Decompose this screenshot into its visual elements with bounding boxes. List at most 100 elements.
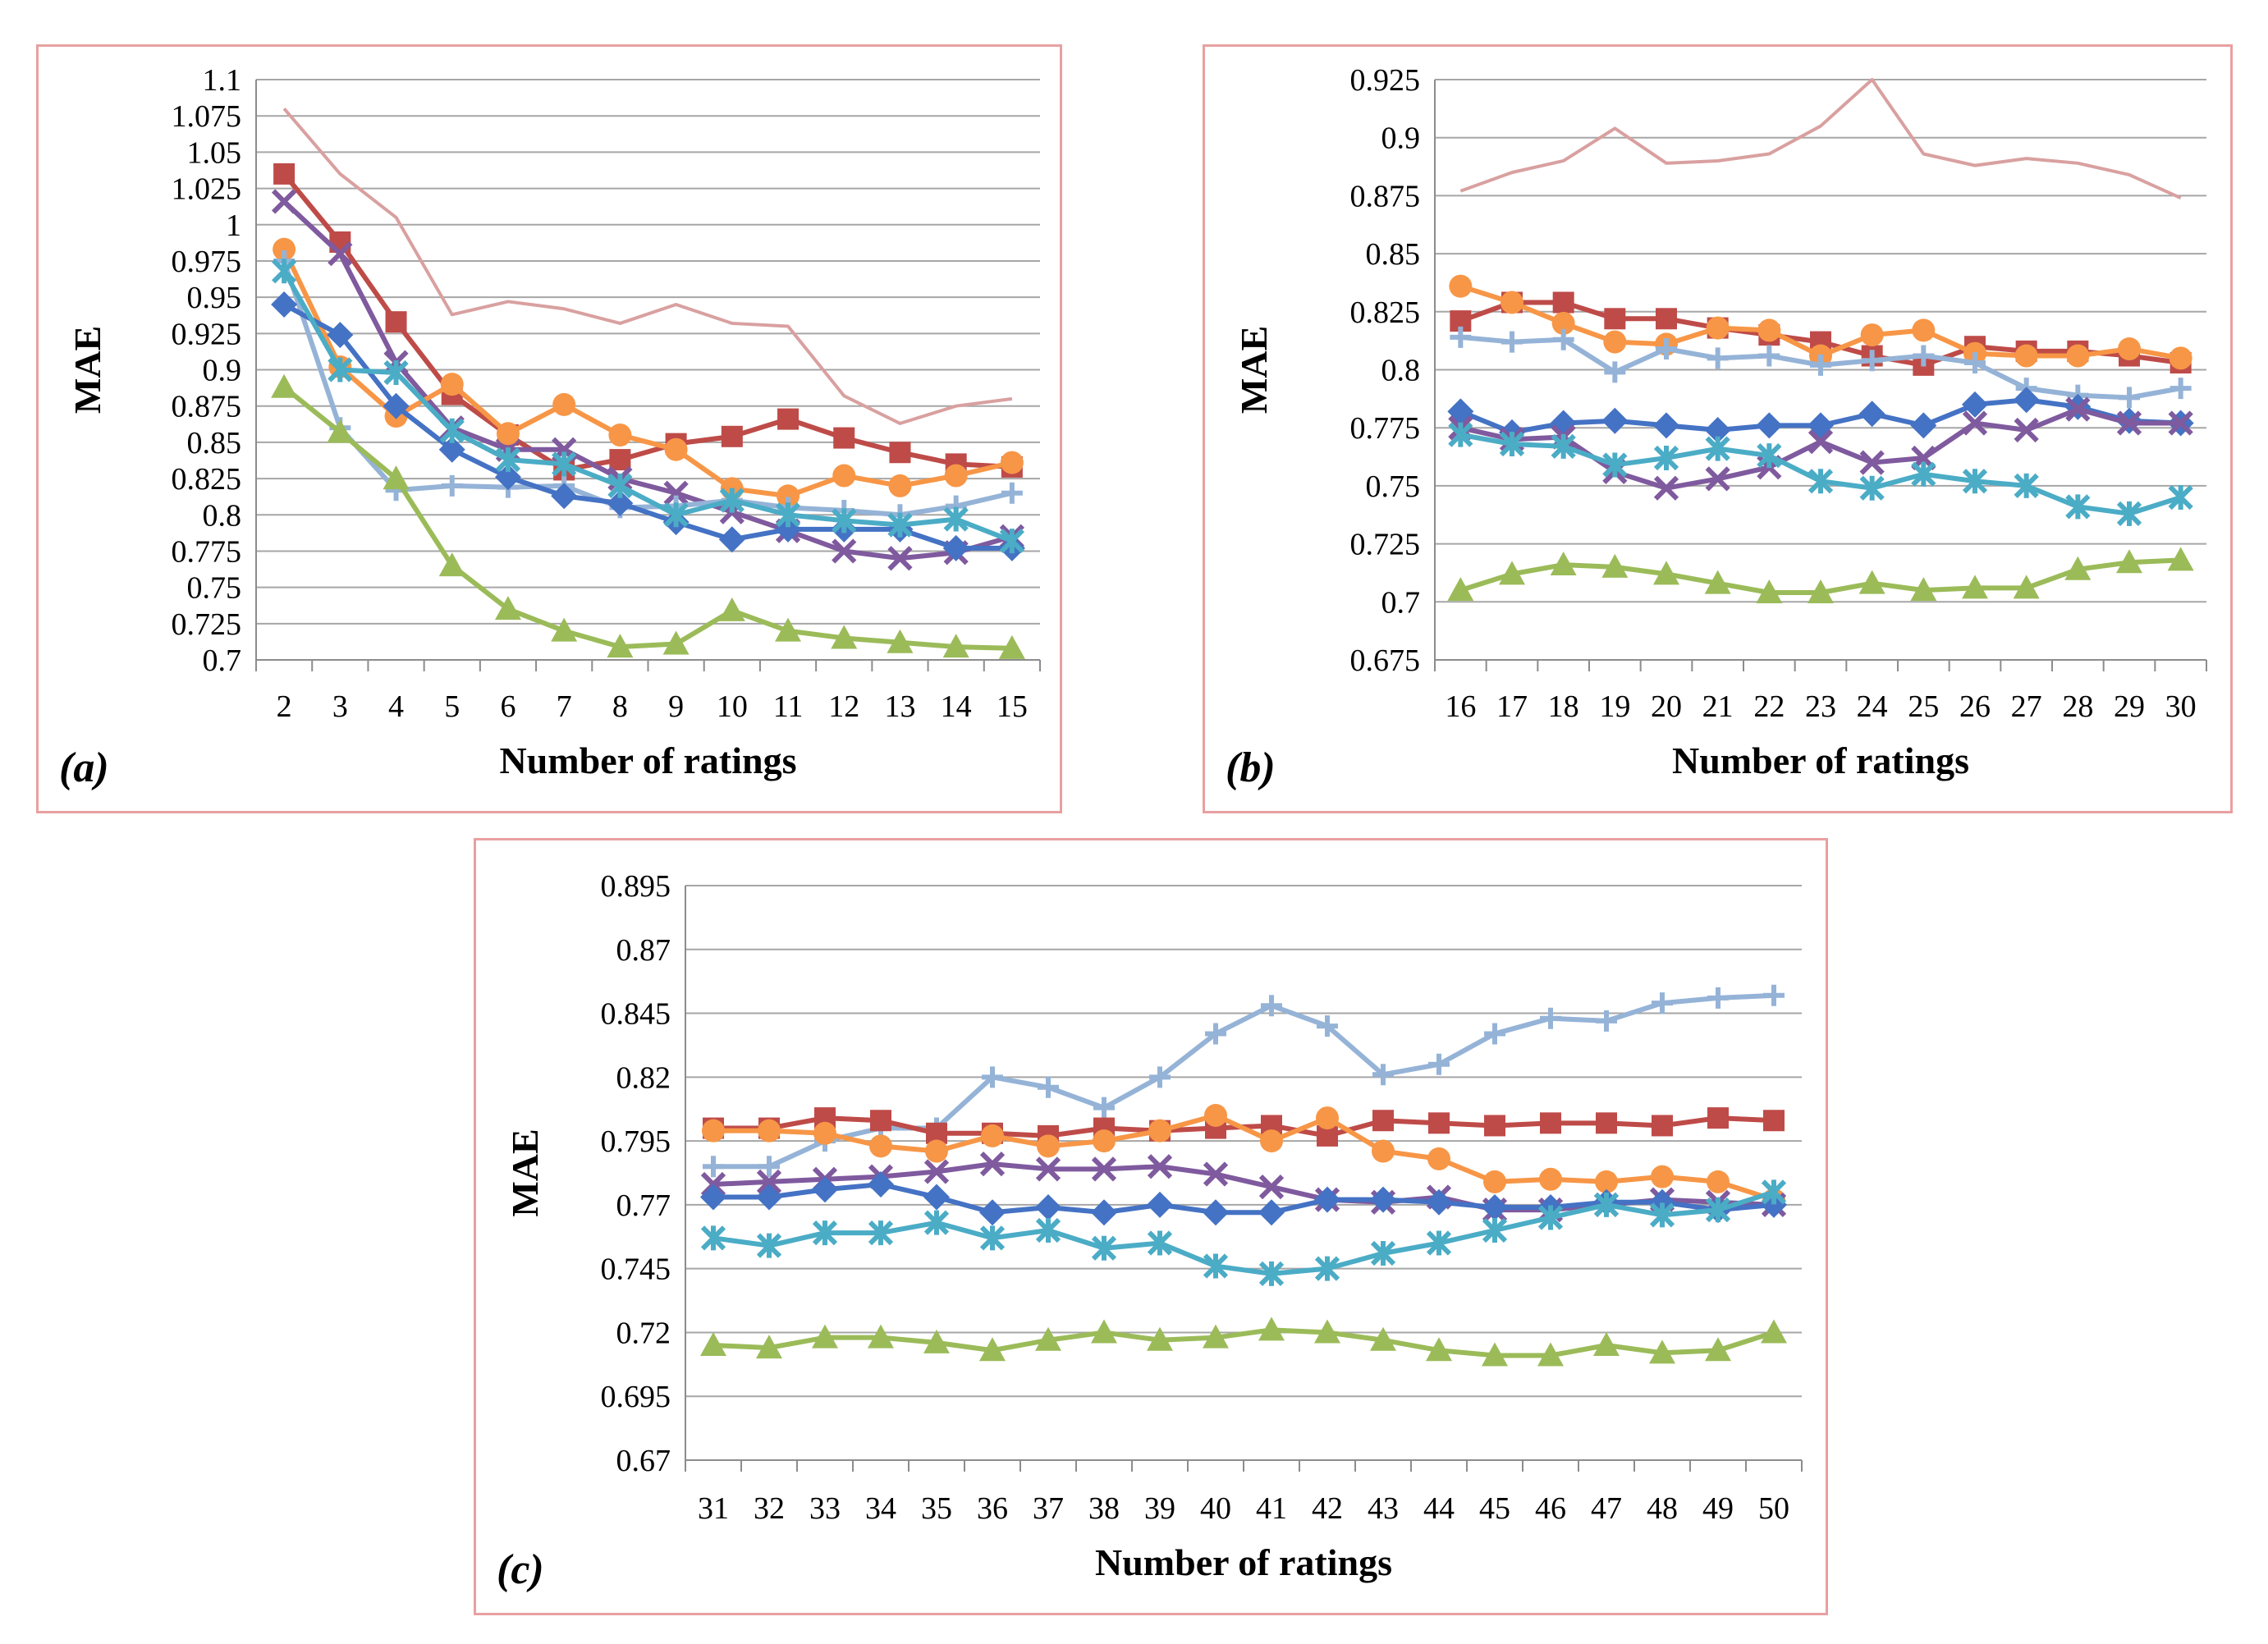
y-tick-label: 0.875 [172, 390, 242, 424]
data-point [869, 1134, 892, 1158]
series-teal-star [271, 259, 1025, 554]
data-point [942, 534, 969, 561]
data-point [438, 552, 465, 577]
data-point [1705, 1197, 1731, 1223]
data-point [870, 1110, 891, 1132]
data-point [1653, 475, 1679, 501]
data-point [758, 1156, 780, 1178]
chart-a: 0.70.7250.750.7750.80.8250.850.8750.90.9… [59, 63, 1041, 791]
data-point [1704, 417, 1731, 444]
data-point [1964, 352, 1986, 374]
data-point [1501, 331, 1523, 353]
data-point [1540, 1112, 1561, 1134]
x-tick-label: 36 [977, 1491, 1008, 1526]
data-point [1035, 1326, 1061, 1351]
series-green-triangle [1447, 547, 2194, 603]
x-tick-label: 40 [1200, 1491, 1231, 1526]
data-point [1858, 401, 1885, 428]
data-point [383, 465, 410, 490]
data-point [664, 437, 688, 461]
data-point [1093, 1097, 1115, 1119]
data-point [328, 240, 353, 267]
data-point [2116, 501, 2142, 526]
data-point [703, 1156, 724, 1178]
data-point [1758, 345, 1780, 367]
data-point [758, 1119, 781, 1143]
data-point [496, 422, 520, 446]
data-point [756, 1233, 782, 1258]
x-tick-label: 15 [997, 689, 1028, 724]
data-point [1372, 1064, 1394, 1086]
x-tick-label: 30 [2165, 689, 2197, 724]
data-point [1596, 1112, 1617, 1134]
data-point [1147, 1230, 1173, 1256]
data-point [327, 322, 354, 349]
data-point [887, 512, 913, 538]
data-point [1601, 553, 1629, 578]
x-tick-label: 11 [773, 689, 804, 724]
data-point [271, 189, 297, 214]
data-point [1540, 1007, 1561, 1029]
x-tick-label: 37 [1033, 1491, 1064, 1526]
data-point [1962, 469, 1988, 494]
data-point [979, 1199, 1006, 1226]
data-point [2065, 396, 2091, 422]
data-point [979, 1337, 1006, 1362]
x-tick-label: 21 [1702, 689, 1734, 724]
data-point [1038, 1076, 1059, 1098]
data-point [494, 464, 521, 491]
data-point [1911, 461, 1936, 487]
data-point [271, 259, 297, 284]
data-point [1808, 469, 1834, 494]
data-point [1705, 466, 1730, 492]
data-point [1203, 1253, 1229, 1279]
x-tick-label: 45 [1479, 1491, 1510, 1526]
y-tick-label: 1.025 [172, 172, 242, 207]
y-tick-label: 1 [226, 208, 241, 243]
data-point [1913, 345, 1935, 367]
y-tick-label: 0.8 [203, 498, 242, 533]
data-point [1449, 274, 1473, 298]
data-point [775, 502, 801, 528]
data-point [1203, 1324, 1229, 1349]
x-tick-label: 8 [612, 689, 628, 724]
data-point [1147, 1154, 1173, 1179]
data-point [1552, 328, 1574, 350]
data-point [1910, 412, 1937, 439]
data-point [2066, 344, 2090, 368]
data-point [1860, 323, 1884, 347]
data-point [1649, 1339, 1675, 1364]
data-point [1426, 1188, 1452, 1216]
data-point [700, 1225, 726, 1251]
data-point [812, 1220, 838, 1246]
data-point [1000, 451, 1024, 474]
data-point [1035, 1156, 1061, 1182]
data-point [1314, 1256, 1340, 1281]
data-point [1962, 391, 1988, 418]
y-tick-label: 0.8 [1381, 354, 1421, 388]
data-point [943, 506, 969, 532]
data-point [271, 291, 298, 318]
data-point [1447, 577, 1474, 602]
data-point [1656, 338, 1677, 360]
data-point [1550, 552, 1577, 576]
data-point [1035, 1217, 1061, 1243]
data-point [607, 634, 634, 658]
series-line [1459, 78, 2182, 200]
data-point [1601, 407, 1629, 434]
data-point [551, 617, 578, 642]
data-point [1707, 987, 1729, 1009]
data-point [721, 425, 743, 447]
data-point [832, 508, 857, 533]
x-tick-label: 43 [1368, 1491, 1399, 1526]
data-point [1858, 570, 1885, 594]
data-point [1370, 1240, 1396, 1266]
y-tick-label: 0.675 [1350, 643, 1421, 678]
data-point [1705, 436, 1730, 461]
y-tick-label: 0.845 [601, 997, 671, 1032]
data-point [1149, 1066, 1171, 1088]
y-tick-label: 0.7 [1381, 585, 1421, 620]
data-point [925, 1139, 948, 1163]
data-point [944, 464, 968, 488]
series-orange-circle [702, 1104, 1785, 1211]
